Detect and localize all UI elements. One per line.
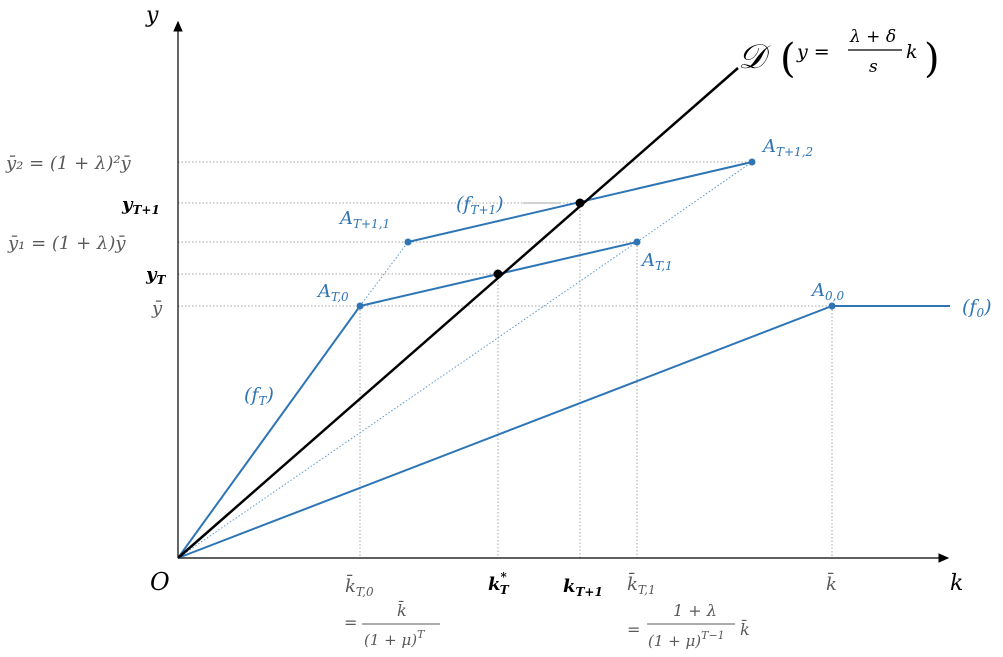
line-D-variable: k (906, 41, 918, 63)
guide-lines (178, 161, 833, 558)
xtick-kT1-tail: k̄ (740, 618, 750, 639)
xtick-kT0-num: k̄ (397, 599, 407, 620)
line-D-denominator: s (869, 57, 878, 77)
ytick-ybar: ȳ (151, 298, 163, 319)
line-D (177, 67, 739, 559)
xtick-kT1-eq: = (627, 620, 640, 639)
ytick-y2: ȳ₂ = (1 + λ)²ȳ (5, 153, 132, 174)
xtick-kT1-num: 1 + λ (673, 601, 717, 620)
points (356, 158, 836, 310)
line-D-symbol: 𝒟 (738, 37, 771, 77)
xtick-kT0-eq: = (344, 613, 357, 632)
x-axis-label: k (950, 571, 963, 596)
point-AT1 (633, 238, 641, 246)
point-AT11 (404, 238, 412, 246)
point-AT12 (748, 158, 756, 166)
line-D-paren-open: ( (780, 36, 796, 82)
curve-f0 (177, 305, 950, 559)
line-D-paren-close: ) (924, 36, 940, 82)
point-steady-T1 (575, 198, 585, 208)
xtick-kstar: k* T (488, 570, 510, 597)
dotted-rays (177, 161, 753, 559)
xtick-kT1: k̄T,1 (627, 571, 656, 597)
ytick-yT1: yT+1 (121, 194, 160, 217)
label-fT: (fT) (244, 384, 274, 408)
xtick-kT0-den: (1 + μ)T (364, 628, 426, 649)
xtick-kT1-den: (1 + μ)T−1 (648, 629, 725, 650)
label-f0: (f0) (962, 296, 992, 320)
label-AT11: AT+1,1 (338, 208, 390, 231)
point-A00 (828, 302, 836, 310)
label-AT0: AT,0 (316, 281, 349, 304)
label-AT1: AT,1 (640, 250, 673, 273)
xtick-kT1next: kT+1 (563, 576, 603, 599)
point-AT0 (356, 302, 364, 310)
xtick-kT0: k̄T,0 (345, 573, 374, 599)
xtick-kbar: k̄ (826, 571, 837, 595)
ytick-y1: ȳ₁ = (1 + λ)ȳ (7, 233, 126, 254)
label-AT12: AT+1,2 (761, 136, 813, 159)
label-A00: A0,0 (810, 280, 844, 303)
ytick-yT: yT (145, 264, 166, 287)
point-steady-T (493, 269, 503, 279)
origin-label: O (150, 568, 170, 596)
line-D-numerator: λ + δ (849, 27, 896, 47)
y-axis-label: y (145, 3, 159, 28)
label-fT1: (fT+1) (456, 193, 504, 217)
line-D-lhs: y = (796, 41, 830, 63)
